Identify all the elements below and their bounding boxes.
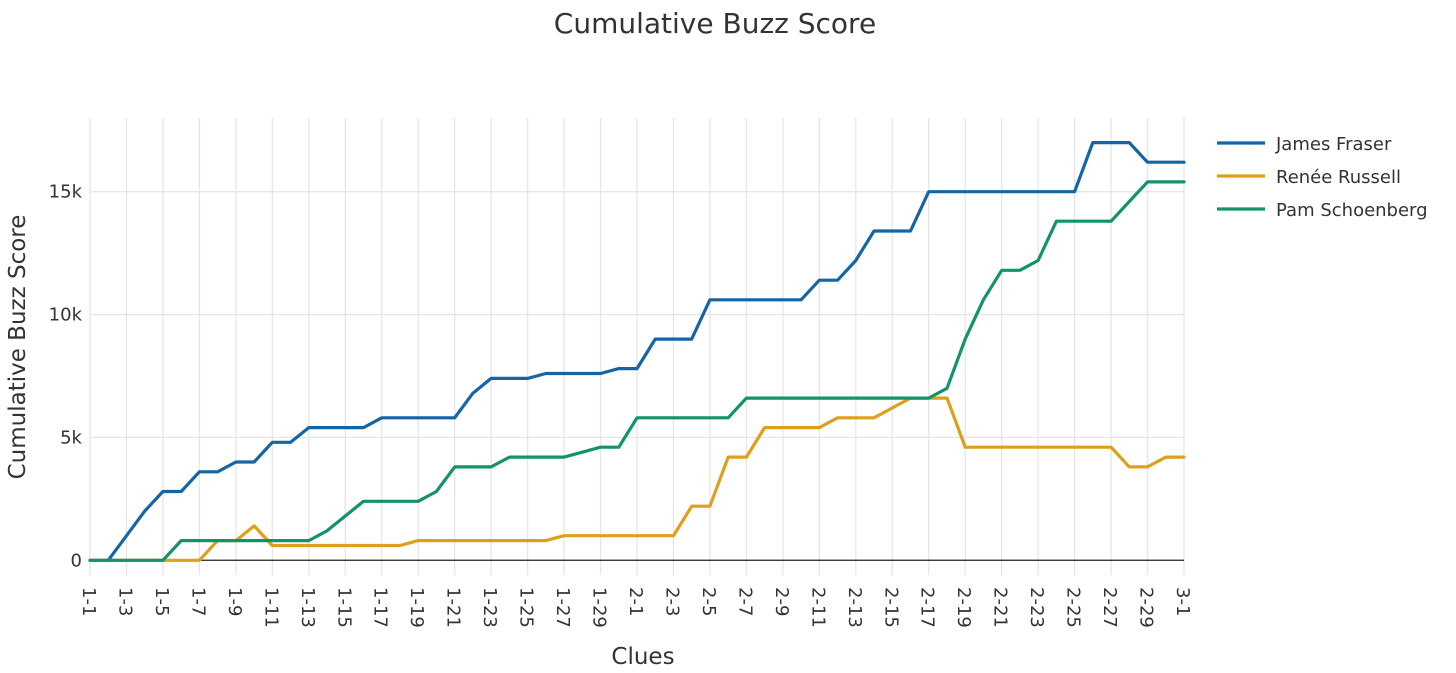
x-tick-label: 1-1	[78, 587, 99, 616]
x-tick-label: 2-13	[844, 587, 865, 628]
x-tick-label: 1-23	[479, 587, 500, 628]
x-tick-label: 2-17	[917, 587, 938, 628]
x-tick-label: 2-15	[880, 587, 901, 628]
x-tick-label: 2-19	[953, 587, 974, 628]
x-tick-label: 2-23	[1026, 587, 1047, 628]
y-tick-label: 5k	[60, 427, 82, 448]
x-tick-label: 1-3	[114, 587, 135, 616]
chart-title: Cumulative Buzz Score	[554, 7, 876, 40]
x-tick-label: 2-27	[1099, 587, 1120, 628]
x-tick-label: 2-1	[625, 587, 646, 616]
y-tick-label: 0	[71, 550, 82, 571]
x-tick-label: 1-25	[516, 587, 537, 628]
x-tick-label: 1-7	[187, 587, 208, 616]
legend-label: Pam Schoenberg	[1276, 200, 1428, 221]
x-tick-label: 1-21	[443, 587, 464, 628]
y-axis: 0 5k 10k 15k	[49, 182, 83, 572]
y-axis-title: Cumulative Buzz Score	[5, 215, 31, 480]
x-tick-label: 2-9	[771, 587, 792, 616]
series-line-james-fraser[interactable]	[88, 141, 1186, 562]
legend-item[interactable]: Pam Schoenberg	[1217, 200, 1428, 221]
x-tick-label: 1-5	[151, 587, 172, 616]
x-tick-label: 2-25	[1063, 587, 1084, 628]
x-tick-label: 2-11	[807, 587, 828, 628]
x-tick-label: 1-17	[370, 587, 391, 628]
x-tick-label: 1-15	[333, 587, 354, 628]
x-tick-label: 1-29	[589, 587, 610, 628]
x-axis-title: Clues	[611, 644, 674, 670]
legend[interactable]: James Fraser Renée Russell Pam Schoenberg	[1217, 134, 1428, 221]
grid	[89, 118, 1185, 575]
legend-item[interactable]: Renée Russell	[1217, 167, 1401, 188]
legend-label: Renée Russell	[1276, 167, 1401, 188]
x-tick-label: 2-7	[734, 587, 755, 616]
x-tick-label: 1-27	[552, 587, 573, 628]
series-line-ren-e-russell[interactable]	[88, 396, 1186, 562]
y-tick-label: 10k	[49, 305, 83, 326]
series-line-pam-schoenberg[interactable]	[88, 180, 1186, 562]
x-tick-label: 1-9	[224, 587, 245, 616]
x-tick-label: 2-29	[1136, 587, 1157, 628]
plot-area	[88, 141, 1186, 562]
legend-item[interactable]: James Fraser	[1217, 134, 1392, 155]
x-tick-label: 2-3	[661, 587, 682, 616]
x-tick-label: 2-5	[698, 587, 719, 616]
x-tick-label: 1-19	[406, 587, 427, 628]
legend-label: James Fraser	[1275, 134, 1392, 155]
x-tick-label: 1-11	[260, 587, 281, 628]
x-tick-label: 1-13	[297, 587, 318, 628]
x-axis: 1-1 1-3 1-5 1-7 1-9 1-11 1-13 1-15 1-17 1-19 1-21 1…	[78, 587, 1193, 628]
x-tick-label: 2-21	[990, 587, 1011, 628]
y-tick-label: 15k	[49, 182, 83, 203]
x-tick-label: 3-1	[1172, 587, 1193, 616]
